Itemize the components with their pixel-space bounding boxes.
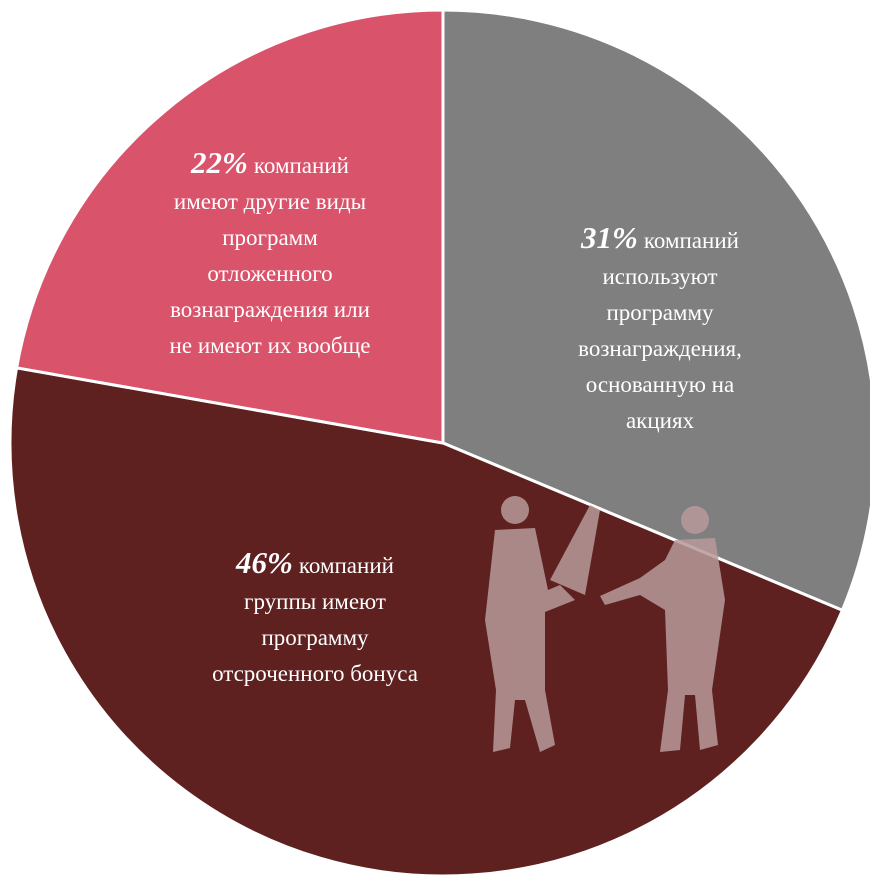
slice-label: 31% компаний используют программу вознагр… bbox=[525, 220, 795, 439]
value-label: 22% bbox=[191, 145, 248, 180]
slice-label: 22% компаний имеют другие виды программ о… bbox=[125, 145, 415, 364]
value-label: 31% bbox=[581, 220, 638, 255]
value-label: 46% bbox=[236, 545, 293, 580]
category-label: компаний используют программу вознагражд… bbox=[578, 228, 742, 433]
silhouettes bbox=[485, 496, 725, 752]
pie-slice bbox=[14, 8, 445, 445]
slice-label: 46% компаний группы имеют программу отсро… bbox=[160, 545, 470, 692]
category-label: компаний имеют другие виды программ отло… bbox=[169, 153, 371, 358]
pie-slice bbox=[8, 366, 845, 875]
pie-slice bbox=[441, 8, 870, 613]
category-label: компаний группы имеют программу отсрочен… bbox=[212, 553, 418, 686]
